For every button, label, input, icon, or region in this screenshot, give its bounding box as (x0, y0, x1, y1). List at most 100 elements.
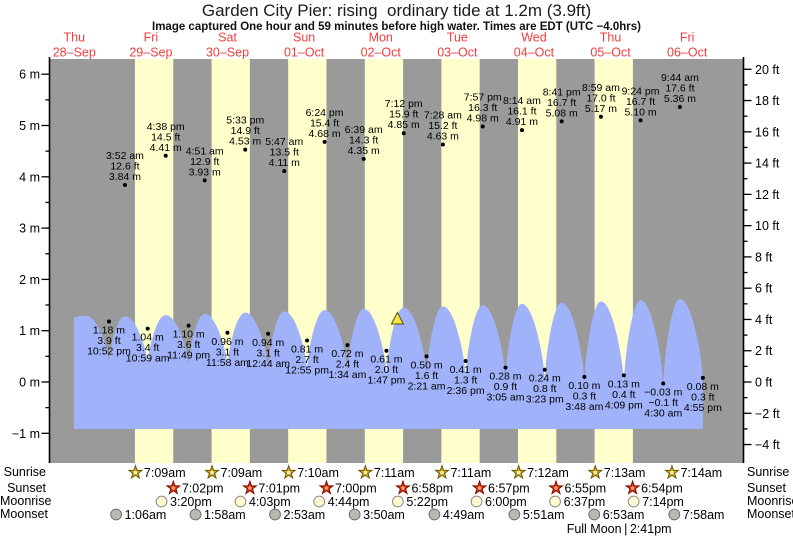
moonrise-time: 7:14pm (642, 495, 684, 509)
sunset-icon-center (171, 486, 176, 490)
low-tide-m: 0.96 m (211, 336, 243, 348)
right-axis-label: 14 ft (755, 157, 780, 171)
right-axis-label: 20 ft (755, 63, 780, 77)
full-moon-note: Full Moon | 2:41pm (499, 522, 739, 537)
low-tide-dot (463, 358, 468, 363)
low-tide-time: 2:21 am (408, 380, 446, 392)
low-tide-time: 4:30 am (644, 408, 682, 420)
high-tide-m: 4.35 m (348, 145, 380, 157)
day-labels: Thu28–SepFri29–SepSat30–SepSun01–OctMon0… (53, 31, 708, 60)
day-date-label: 04–Oct (514, 46, 555, 60)
moonrise-time: 6:00pm (485, 495, 527, 509)
low-tide-time: 3:48 am (565, 401, 603, 413)
high-tide-m: 5.08 m (546, 107, 578, 119)
row-label-moonrise-left: Moonrise (0, 494, 52, 508)
high-tide-ft: 12.9 ft (190, 156, 219, 168)
moonrise-icon (627, 495, 640, 508)
low-tide-dot (384, 348, 389, 353)
high-tide-ft: 15.9 ft (389, 109, 418, 121)
moonset-time: 4:49am (443, 508, 485, 522)
low-tide-m: 0.24 m (529, 373, 561, 385)
moonrise-time: 6:37pm (564, 495, 606, 509)
high-tide-time: 9:24 pm (622, 85, 660, 97)
axis-ticks (41, 68, 752, 446)
high-tide-ft: 16.7 ft (626, 96, 655, 108)
low-tide-m: 1.10 m (173, 329, 205, 341)
low-tide-dot (424, 354, 429, 359)
page-subtitle: Image captured One hour and 59 minutes b… (152, 21, 641, 33)
sunset-time: 6:57pm (488, 482, 530, 496)
moonset-icon (588, 508, 601, 521)
low-tide-ft: 1.3 ft (454, 374, 477, 386)
high-tide-ft: 16.7 ft (547, 97, 576, 109)
moonset-icon (428, 508, 441, 521)
high-tide-m: 4.41 m (150, 142, 182, 154)
low-tide-dot (345, 343, 350, 348)
moonrise-time: 5:22pm (406, 495, 448, 509)
sunset-icon-center (248, 486, 252, 490)
sunrise-icon-center (440, 470, 444, 475)
left-axis-label: 6 m (19, 68, 40, 82)
low-tide-time: 4:09 pm (605, 399, 643, 411)
low-tide-m: 0.72 m (331, 348, 363, 360)
left-axis-label: −1 m (12, 427, 40, 441)
low-tide-m: 0.28 m (489, 371, 521, 383)
sunrise-time: 7:13am (604, 466, 646, 480)
moonrise-icon (549, 495, 561, 508)
low-tide-dot (106, 319, 111, 324)
high-tide-ft: 14.9 ft (231, 125, 260, 137)
row-label-sunrise-left: Sunrise (3, 465, 46, 479)
low-tide-dot (145, 326, 150, 331)
high-tide-ft: 14.3 ft (349, 134, 378, 146)
left-axis-label: 3 m (19, 222, 40, 236)
moonset-row: 1:06am 1:58am 2:53am 3:50am 4:49am 5:51am 6:53… (110, 508, 724, 522)
day-weekday-label: Fri (680, 31, 695, 45)
sunset-time: 7:00pm (335, 482, 377, 496)
day-weekday-label: Tue (447, 31, 468, 45)
moonset-time: 1:06am (125, 508, 167, 522)
low-tide-ft: 2.4 ft (336, 359, 359, 371)
day-weekday-label: Sat (218, 31, 237, 45)
low-tide-ft: 3.1 ft (216, 346, 239, 358)
high-tide-dot (202, 178, 207, 183)
low-tide-m: 1.18 m (93, 324, 125, 336)
high-tide-ft: 15.2 ft (428, 120, 457, 132)
high-tide-ft: 16.1 ft (507, 106, 536, 118)
current-time-marker (390, 311, 405, 325)
high-tide-dot (401, 131, 406, 136)
low-tide-m: 0.08 m (687, 381, 719, 393)
low-tide-m: 0.50 m (410, 359, 442, 371)
right-axis-label: 16 ft (755, 125, 780, 139)
high-tide-ft: 12.6 ft (110, 161, 139, 173)
row-label-sunset-left: Sunset (7, 480, 46, 495)
sunrise-time: 7:10am (297, 466, 339, 480)
low-tide-ft: −0.1 ft (648, 397, 678, 409)
day-weekday-label: Thu (64, 31, 86, 45)
high-tide-m: 4.85 m (388, 119, 420, 131)
sunrise-time: 7:11am (374, 466, 415, 480)
low-tide-time: 10:52 pm (87, 345, 131, 357)
high-tide-ft: 15.4 ft (310, 117, 339, 129)
day-date-label: 05–Oct (590, 46, 631, 60)
high-tide-time: 5:33 pm (226, 115, 264, 127)
high-tide-m: 5.17 m (585, 103, 617, 115)
sunrise-icon-center (133, 470, 138, 475)
low-tide-m: 0.13 m (608, 378, 640, 390)
high-tide-time: 8:14 am (503, 95, 541, 107)
full-moon-label: Full Moon (566, 522, 622, 536)
day-date-label: 29–Sep (129, 46, 172, 60)
left-axis-label: 2 m (19, 273, 40, 287)
low-tide-ft: 3.9 ft (97, 335, 120, 347)
high-tide-dot (440, 142, 445, 147)
moonrise-icon (155, 495, 168, 508)
high-tide-m: 5.10 m (625, 106, 657, 118)
low-tide-m: 0.81 m (291, 343, 323, 355)
moonset-icon (508, 508, 521, 521)
left-axis-label: 4 m (19, 170, 40, 184)
right-axis-label: 0 ft (755, 376, 773, 390)
full-moon-time: 2:41pm (629, 522, 672, 536)
low-tide-m: 1.04 m (132, 332, 164, 344)
high-tide-m: 4.68 m (309, 128, 341, 140)
high-tide-dot (282, 169, 287, 174)
